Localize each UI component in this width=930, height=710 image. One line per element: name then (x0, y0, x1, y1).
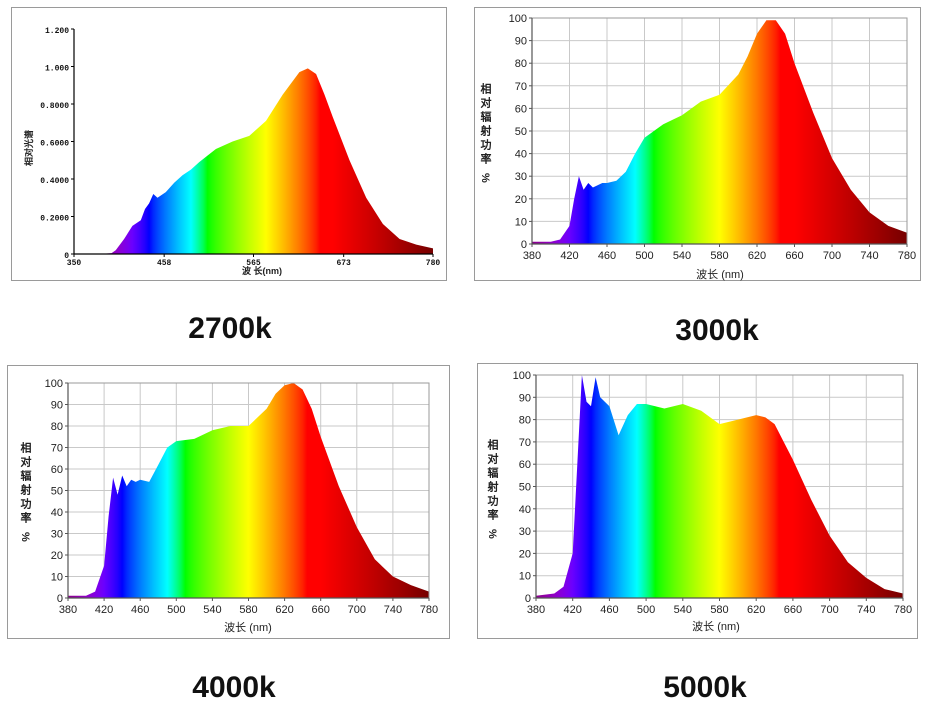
x-tick-label: 420 (564, 604, 582, 616)
x-tick-label: 780 (420, 604, 438, 616)
y-tick-label: 10 (519, 571, 531, 583)
y-tick-label: 80 (519, 415, 531, 427)
x-tick-label: 660 (312, 604, 330, 616)
x-tick-label: 700 (823, 250, 841, 262)
x-tick-label: 673 (336, 259, 351, 268)
y-tick-label: 0 (521, 239, 527, 251)
x-tick-label: 660 (784, 604, 802, 616)
y-tick-label: 0.4000 (40, 177, 69, 186)
x-tick-label: 780 (894, 604, 912, 616)
x-tick-label: 620 (748, 250, 766, 262)
y-axis-label: 相对辐射功率 % (19, 441, 33, 545)
x-tick-label: 500 (167, 604, 185, 616)
y-tick-label: 30 (519, 526, 531, 538)
y-tick-label: 20 (515, 194, 527, 206)
y-tick-label: 30 (51, 529, 63, 541)
y-axis-label: 相对辐射功率 % (486, 438, 500, 542)
y-tick-label: 90 (519, 392, 531, 404)
y-tick-label: 90 (51, 400, 63, 412)
y-tick-label: 80 (515, 58, 527, 70)
x-tick-label: 780 (426, 259, 441, 268)
y-tick-label: 70 (519, 437, 531, 449)
x-tick-label: 780 (898, 250, 916, 262)
x-tick-label: 580 (239, 604, 257, 616)
x-tick-label: 620 (747, 604, 765, 616)
y-tick-label: 10 (51, 572, 63, 584)
y-tick-label: 0 (64, 252, 69, 261)
x-tick-label: 540 (673, 250, 691, 262)
y-tick-label: 60 (515, 103, 527, 115)
y-axis-label: 相对光谱 (23, 130, 34, 166)
x-tick-label: 740 (860, 250, 878, 262)
y-tick-label: 10 (515, 216, 527, 228)
chart-caption-5000k: 5000k (663, 671, 747, 704)
spectrum-chart-5000k: 380 420 460 500 540 580 620 660 700 740 780 0 10 20 30… (486, 370, 912, 633)
x-tick-label: 580 (710, 604, 728, 616)
chart-panel-5000k: 380 420 460 500 540 580 620 660 700 740 780 0 10 20 30… (477, 363, 918, 639)
chart-panel-4000k: 380 420 460 500 540 580 620 660 700 740 780 0 10 20 30… (7, 365, 450, 639)
x-tick-label: 350 (67, 259, 82, 268)
y-tick-label: 50 (519, 482, 531, 494)
x-tick-label: 565 (246, 259, 261, 268)
y-tick-label: 20 (51, 550, 63, 562)
x-axis-label: 波长 (nm) (224, 621, 272, 634)
y-tick-label: 50 (515, 126, 527, 138)
x-tick-label: 420 (95, 604, 113, 616)
y-tick-label: 40 (51, 507, 63, 519)
y-tick-label: 30 (515, 171, 527, 183)
chart-caption-2700k: 2700k (188, 312, 272, 345)
y-tick-label: 0.2000 (40, 215, 69, 224)
x-tick-label: 380 (59, 604, 77, 616)
x-tick-label: 540 (203, 604, 221, 616)
y-tick-label: 60 (519, 459, 531, 471)
y-tick-label: 0.8000 (40, 102, 69, 111)
spectrum-chart-4000k: 380 420 460 500 540 580 620 660 700 740 780 0 10 20 30… (19, 378, 438, 634)
x-tick-label: 660 (785, 250, 803, 262)
y-tick-label: 0 (57, 593, 63, 605)
spectrum-chart-2700k: 350 458 565 673 780 0 0.2000 0.4000 0.6000 0.8000… (23, 27, 441, 276)
x-tick-label: 380 (527, 604, 545, 616)
y-tick-label: 50 (51, 486, 63, 498)
x-tick-label: 540 (674, 604, 692, 616)
chart-panel-3000k: 380 420 460 500 540 580 620 660 700 740 780 0 10 20 30… (474, 7, 921, 281)
y-tick-label: 70 (51, 443, 63, 455)
y-tick-label: 1.200 (45, 27, 69, 36)
y-tick-label: 60 (51, 464, 63, 476)
x-tick-label: 460 (131, 604, 149, 616)
y-tick-label: 0 (525, 593, 531, 605)
x-tick-label: 500 (635, 250, 653, 262)
x-tick-label: 620 (275, 604, 293, 616)
x-tick-label: 460 (600, 604, 618, 616)
y-axis-label: 相对辐射功率 % (479, 82, 493, 186)
y-tick-label: 100 (513, 370, 531, 382)
x-tick-label: 740 (857, 604, 875, 616)
x-tick-label: 580 (710, 250, 728, 262)
x-axis-label: 波 长(nm) (242, 265, 282, 276)
chart-caption-3000k: 3000k (675, 314, 759, 347)
x-tick-label: 700 (348, 604, 366, 616)
spectrum-chart-3000k: 380 420 460 500 540 580 620 660 700 740 780 0 10 20 30… (479, 13, 916, 281)
chart-panel-2700k: 350 458 565 673 780 0 0.2000 0.4000 0.6000 0.8000… (11, 7, 447, 281)
x-axis-label: 波长 (nm) (692, 620, 740, 633)
y-tick-label: 70 (515, 81, 527, 93)
y-tick-label: 100 (45, 378, 63, 390)
y-tick-label: 20 (519, 548, 531, 560)
x-tick-label: 500 (637, 604, 655, 616)
y-tick-label: 40 (519, 504, 531, 516)
y-tick-label: 1.000 (45, 65, 69, 74)
x-tick-label: 740 (384, 604, 402, 616)
y-tick-label: 40 (515, 149, 527, 161)
x-tick-label: 420 (560, 250, 578, 262)
x-axis-label: 波长 (nm) (696, 268, 744, 281)
x-tick-label: 700 (820, 604, 838, 616)
y-tick-label: 0.6000 (40, 140, 69, 149)
x-tick-label: 458 (157, 259, 172, 268)
y-tick-label: 100 (509, 13, 527, 25)
x-tick-label: 380 (523, 250, 541, 262)
x-tick-label: 460 (598, 250, 616, 262)
y-tick-label: 90 (515, 36, 527, 48)
spectrum-area (74, 68, 433, 254)
y-tick-label: 80 (51, 421, 63, 433)
chart-caption-4000k: 4000k (192, 671, 276, 704)
